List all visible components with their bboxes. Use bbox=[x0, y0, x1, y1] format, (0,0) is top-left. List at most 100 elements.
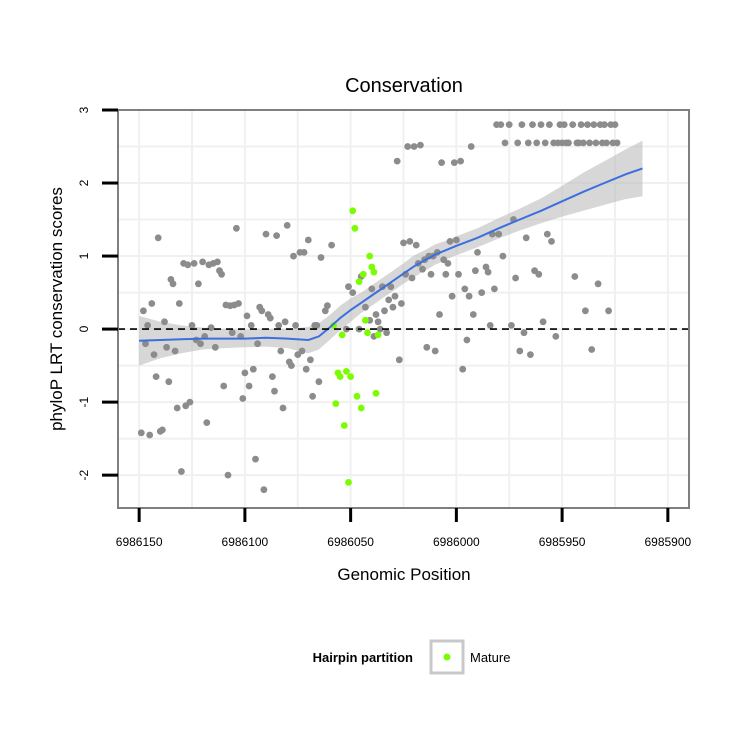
point-other bbox=[146, 431, 154, 439]
point-other bbox=[446, 238, 454, 245]
point-other bbox=[321, 307, 329, 315]
point-other bbox=[423, 343, 431, 351]
point-other bbox=[207, 324, 215, 331]
point-mature bbox=[343, 368, 350, 375]
point-other bbox=[175, 300, 183, 307]
point-other bbox=[266, 314, 274, 322]
point-other bbox=[463, 336, 471, 344]
point-other bbox=[438, 159, 445, 167]
point-other bbox=[522, 234, 530, 242]
x-tick-label: 6986050 bbox=[327, 535, 374, 549]
point-mature bbox=[357, 404, 365, 412]
point-other bbox=[516, 347, 524, 355]
point-other bbox=[419, 265, 426, 273]
x-tick-label: 6986150 bbox=[116, 535, 163, 549]
point-other bbox=[243, 312, 251, 320]
point-other bbox=[304, 236, 312, 244]
point-other bbox=[410, 143, 418, 150]
point-other bbox=[218, 270, 226, 278]
point-other bbox=[389, 303, 397, 311]
y-axis: -2 -1 0 1 2 3 phyloP LRT conservation scores bbox=[47, 106, 118, 480]
point-other bbox=[408, 274, 416, 282]
point-other bbox=[178, 468, 185, 475]
point-other bbox=[233, 224, 240, 232]
y-tick-label: 1 bbox=[77, 252, 91, 259]
legend-mature-marker bbox=[443, 653, 451, 661]
point-other bbox=[385, 296, 393, 304]
point-other bbox=[495, 230, 503, 238]
point-other bbox=[283, 222, 291, 229]
point-other bbox=[171, 347, 179, 355]
point-other bbox=[529, 121, 536, 128]
point-other bbox=[239, 395, 247, 402]
y-axis-ticks: -2 -1 0 1 2 3 bbox=[77, 106, 118, 480]
point-other bbox=[552, 333, 560, 340]
point-other bbox=[539, 318, 547, 326]
point-other bbox=[427, 270, 435, 278]
point-mature bbox=[330, 322, 338, 329]
point-other bbox=[290, 252, 297, 260]
legend-entry-mature: Mature bbox=[470, 650, 510, 665]
point-other bbox=[349, 289, 357, 296]
point-other bbox=[374, 318, 382, 326]
point-other bbox=[450, 159, 458, 167]
point-other bbox=[391, 292, 399, 300]
point-other bbox=[404, 143, 412, 150]
point-other bbox=[577, 121, 585, 128]
point-other bbox=[457, 157, 464, 165]
smooth-line bbox=[139, 167, 643, 342]
point-other bbox=[345, 283, 352, 291]
confidence-ribbon bbox=[139, 140, 643, 366]
point-other bbox=[309, 392, 316, 400]
mature-points bbox=[330, 207, 382, 486]
point-other bbox=[501, 139, 509, 147]
point-other bbox=[406, 238, 414, 245]
point-other bbox=[514, 139, 522, 147]
point-other bbox=[533, 139, 541, 147]
x-tick-label: 6986100 bbox=[222, 535, 269, 549]
point-mature bbox=[362, 316, 369, 324]
point-other bbox=[199, 258, 207, 266]
point-other bbox=[247, 322, 255, 329]
point-mature bbox=[347, 373, 354, 380]
point-other bbox=[273, 232, 280, 240]
point-other bbox=[277, 347, 285, 355]
point-other bbox=[444, 260, 452, 267]
point-other bbox=[412, 241, 420, 249]
point-mature bbox=[353, 392, 361, 400]
point-mature bbox=[351, 224, 359, 232]
point-other bbox=[586, 139, 593, 147]
y-axis-label: phyloP LRT conservation scores bbox=[47, 187, 66, 431]
point-other bbox=[448, 292, 456, 300]
x-axis-label: Genomic Position bbox=[337, 565, 470, 584]
point-mature bbox=[338, 331, 346, 339]
point-other bbox=[474, 249, 481, 256]
y-tick-label: 0 bbox=[77, 325, 91, 332]
point-mature bbox=[332, 400, 340, 407]
point-mature bbox=[366, 252, 374, 260]
point-other bbox=[302, 365, 310, 373]
point-other bbox=[275, 322, 283, 329]
point-mature bbox=[359, 270, 367, 278]
point-other bbox=[541, 139, 549, 147]
x-axis: 6986150 6986100 6986050 6986000 6985950 69859… bbox=[116, 507, 692, 584]
point-other bbox=[169, 280, 177, 288]
point-other bbox=[140, 307, 147, 315]
point-other bbox=[512, 274, 519, 282]
point-other bbox=[220, 382, 228, 390]
point-other bbox=[400, 239, 407, 247]
point-other bbox=[368, 285, 376, 293]
point-other bbox=[165, 378, 173, 386]
point-other bbox=[387, 283, 395, 291]
point-other bbox=[527, 351, 534, 358]
point-other bbox=[281, 318, 289, 326]
point-other bbox=[579, 139, 587, 147]
point-other bbox=[472, 267, 479, 275]
point-other bbox=[148, 300, 156, 307]
point-other bbox=[431, 347, 439, 355]
point-other bbox=[252, 455, 259, 463]
point-other bbox=[372, 311, 380, 318]
point-other bbox=[150, 351, 158, 358]
point-other bbox=[461, 285, 469, 293]
point-other bbox=[197, 340, 204, 348]
